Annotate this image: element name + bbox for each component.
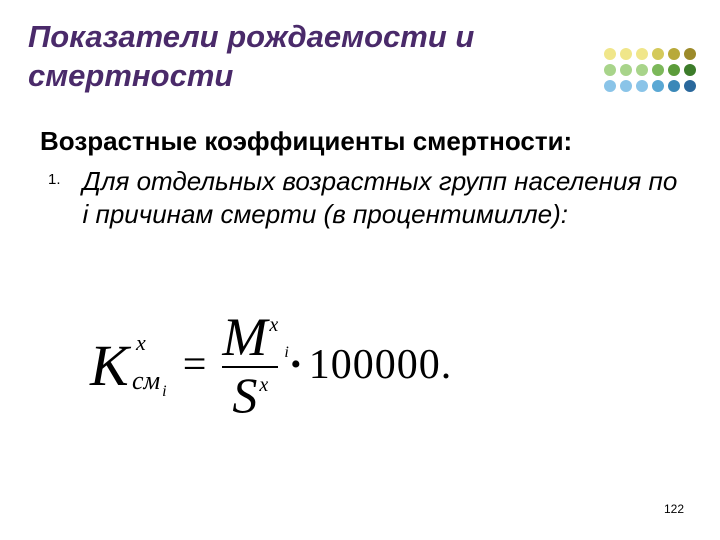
decorative-dot (668, 64, 680, 76)
decorative-dot (684, 64, 696, 76)
formula-K-sup: x (136, 330, 146, 356)
list: 1. Для отдельных возрастных групп населе… (40, 157, 680, 233)
decorative-dot (604, 80, 616, 92)
formula-denominator: S x (232, 370, 268, 420)
formula-numerator: M x (222, 310, 278, 364)
formula-const: 100000 (309, 341, 441, 389)
decorative-dot (620, 48, 632, 60)
decorative-dot (652, 80, 664, 92)
decorative-dot (668, 80, 680, 92)
title-line-2: смертности (28, 58, 233, 93)
formula: K x смi = M x i S x • 100000 . (90, 310, 451, 420)
list-number: 1. (48, 165, 61, 188)
formula-M-sup: x (267, 310, 278, 337)
list-text: Для отдельных возрастных групп населения… (83, 165, 680, 233)
decorative-dot (620, 64, 632, 76)
formula-S-sup: x (257, 370, 268, 397)
decorative-dot-grid (604, 48, 698, 94)
formula-K: K x смi (90, 332, 129, 399)
formula-M: M (222, 310, 267, 364)
subtitle: Возрастные коэффициенты смертности: (40, 126, 680, 157)
formula-K-sub-text: см (132, 366, 160, 395)
decorative-dot (636, 64, 648, 76)
formula-K-sub-i: i (160, 383, 166, 400)
formula-fraction: M x i S x (218, 310, 282, 420)
formula-K-sub: смi (132, 366, 167, 400)
decorative-dot (620, 80, 632, 92)
decorative-dot (684, 48, 696, 60)
formula-period: . (441, 341, 452, 389)
decorative-dot (684, 80, 696, 92)
decorative-dot (636, 80, 648, 92)
title-line-1: Показатели рождаемости и (28, 19, 474, 54)
slide-title: Показатели рождаемости и смертности (28, 18, 692, 96)
decorative-dot (604, 64, 616, 76)
body-area: Возрастные коэффициенты смертности: 1. Д… (0, 96, 720, 233)
decorative-dot (604, 48, 616, 60)
decorative-dot (636, 48, 648, 60)
decorative-dot (668, 48, 680, 60)
page-number: 122 (664, 502, 684, 516)
decorative-dot (652, 48, 664, 60)
decorative-dot (652, 64, 664, 76)
list-item-1: 1. Для отдельных возрастных групп населе… (48, 165, 680, 233)
formula-K-letter: K (90, 333, 129, 398)
formula-M-sub-i: i (284, 344, 288, 362)
formula-S: S (232, 370, 257, 420)
